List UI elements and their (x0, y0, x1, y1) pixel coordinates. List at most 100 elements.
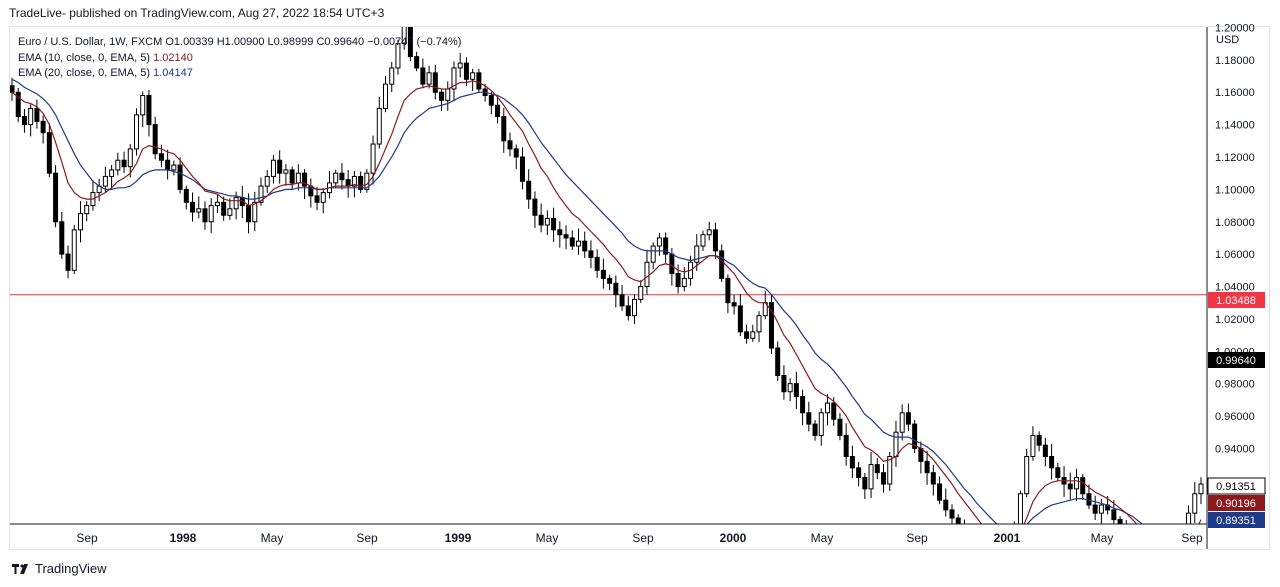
candle-body (887, 455, 893, 485)
candle-body (644, 261, 650, 288)
high-label: H (216, 36, 225, 48)
candle-body (513, 148, 519, 158)
candle-body (594, 256, 600, 271)
candle-body (700, 234, 706, 247)
price-tick-label: 1.20000 (1215, 22, 1255, 34)
candle-body (71, 229, 77, 271)
candle-body (351, 175, 357, 187)
price-label-box (1208, 512, 1265, 528)
candle-body (582, 240, 588, 252)
symbol-name[interactable]: Euro / U.S. Dollar, 1W, FXCM (18, 36, 163, 48)
price-tick-label: 1.08000 (1215, 217, 1255, 229)
candle-body (1186, 512, 1192, 524)
candle-body (34, 107, 40, 122)
candle-body (59, 221, 65, 255)
ema10-group (11, 80, 1202, 524)
candle-body (551, 218, 557, 231)
price-label-box (1207, 477, 1266, 495)
candle-body (837, 418, 843, 436)
candle-body (146, 94, 152, 126)
candle-body (15, 91, 21, 118)
candle-body (476, 72, 482, 90)
ema10-line (11, 80, 1202, 524)
candle-body (1111, 509, 1117, 521)
tradingview-logo-icon (12, 563, 28, 574)
price-tick-label: 0.96000 (1215, 411, 1255, 423)
price-tick-label: 1.10000 (1215, 184, 1255, 196)
low-value: 0.98999 (273, 36, 314, 48)
candle-body (955, 517, 961, 524)
candle-body (1174, 554, 1178, 569)
candle-body (681, 277, 687, 288)
candle-body (538, 214, 544, 226)
candle-body (994, 565, 998, 570)
candle-body (1155, 565, 1159, 570)
candle-body (775, 347, 781, 377)
candle-body (420, 67, 426, 85)
candle-body (407, 27, 413, 58)
price-label-text: 0.90196 (1216, 498, 1256, 510)
candle-body (227, 208, 233, 216)
candle-body (432, 72, 438, 93)
time-axis-ticks: Sep 1998 May Sep 1999 May Sep 2000 May Sep 2001 May… (76, 531, 1203, 545)
price-label-text: 0.91351 (1216, 481, 1256, 493)
candle-body (625, 305, 631, 317)
open-label: O (165, 36, 174, 48)
close-value: 0.99640 (324, 36, 365, 48)
candle-body (962, 526, 966, 537)
candle-body (519, 156, 525, 182)
legend-ema20-row[interactable]: EMA (20, close, 0, EMA, 5) 1.04147 (18, 66, 461, 82)
candle-body (638, 286, 644, 300)
candle-body (669, 253, 675, 275)
candle-body (376, 107, 382, 145)
candle-body (77, 213, 83, 231)
ema10-label: EMA (10, close, 0, EMA, 5) (18, 51, 151, 64)
ema20-label: EMA (20, close, 0, EMA, 5) (18, 67, 151, 79)
candle-body (619, 294, 625, 307)
candle-body (874, 464, 880, 474)
publisher-header: TradeLive- published on TradingView.com,… (9, 6, 385, 20)
candle-body (756, 315, 762, 333)
candle-body (370, 143, 376, 174)
candle-body (158, 153, 164, 161)
high-value: 1.00900 (224, 36, 265, 48)
candle-body (302, 172, 308, 187)
candle-body (1149, 558, 1153, 564)
legend-ema10-row[interactable]: EMA (10, close, 0, EMA, 5) 1.02140 (18, 51, 461, 67)
footer-brand[interactable]: TradingView (12, 561, 107, 576)
candle-body (632, 298, 638, 317)
time-tick-label: Sep (76, 531, 98, 545)
candle-body (289, 169, 295, 184)
chart-frame[interactable] (9, 26, 1270, 550)
candle-body (1055, 467, 1061, 479)
time-tick-label: Sep (356, 531, 378, 545)
candle-body (28, 107, 34, 126)
candle-body (981, 554, 985, 562)
price-tick-label: 1.14000 (1215, 120, 1255, 132)
candle-body (1030, 434, 1036, 457)
ema20-group (11, 78, 1144, 524)
candle-body (937, 483, 943, 501)
price-label-text: 0.89351 (1216, 515, 1256, 527)
candle-body (856, 467, 862, 479)
candle-body (1123, 523, 1129, 524)
candle-body (1162, 570, 1166, 575)
candle-body (1067, 483, 1073, 490)
candle-body (899, 412, 905, 433)
candle-body (862, 477, 868, 490)
price-tick-label: 1.16000 (1215, 87, 1255, 99)
candle-body (127, 148, 133, 168)
candle-body (744, 331, 750, 339)
legend-symbol-row: Euro / U.S. Dollar, 1W, FXCM O1.00339 H1… (18, 35, 461, 51)
candle-body (389, 67, 395, 85)
candle-body (893, 431, 899, 457)
price-label-box (1208, 352, 1265, 368)
candle-body (401, 27, 407, 45)
candle-body (905, 412, 911, 425)
candle-body (1000, 565, 1004, 570)
candle-body (277, 159, 283, 174)
ema20-value: 1.04147 (153, 67, 193, 79)
candle-body (656, 237, 662, 247)
candle-body (495, 104, 501, 118)
